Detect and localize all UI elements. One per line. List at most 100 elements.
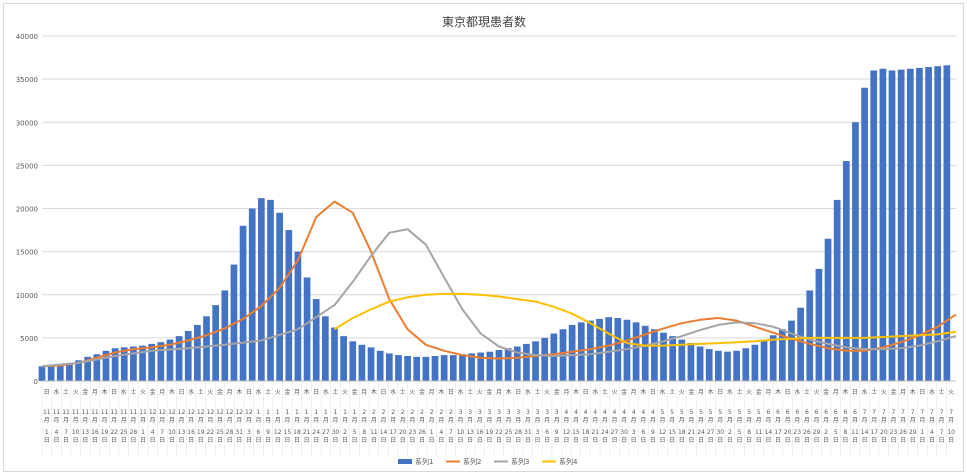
x-tick-label: 30	[716, 429, 724, 436]
x-tick-label: 12	[168, 409, 176, 416]
bar-系列1	[651, 329, 658, 381]
x-tick-label: 月	[765, 389, 771, 396]
x-tick-label: 24	[601, 429, 609, 436]
x-tick-unit: 月	[640, 417, 646, 424]
bar-系列1	[194, 324, 201, 381]
x-tick-label: 8	[362, 429, 366, 436]
x-tick-unit: 日	[323, 437, 329, 444]
x-tick-label: 日	[178, 389, 184, 396]
x-tick-unit: 月	[775, 417, 781, 424]
bar-系列1	[797, 307, 804, 381]
bar-系列1	[449, 355, 457, 381]
bar-系列1	[523, 343, 530, 381]
x-tick-unit: 日	[592, 437, 598, 444]
x-tick-label: 4	[151, 429, 155, 436]
x-tick-unit: 月	[82, 417, 88, 424]
bar-系列1	[587, 320, 594, 381]
x-tick-label: 31	[235, 429, 243, 436]
x-tick-label: 木	[842, 388, 848, 396]
x-tick-unit: 月	[631, 417, 637, 424]
x-tick-label: 6	[776, 409, 780, 416]
x-tick-label: 20	[784, 429, 792, 436]
x-tick-label: 4	[574, 409, 578, 416]
x-tick-unit: 日	[688, 437, 694, 444]
legend-label: 系列2	[463, 457, 481, 466]
bar-系列1	[358, 344, 366, 381]
x-tick-label: 土	[602, 388, 608, 396]
x-tick-unit: 日	[631, 437, 637, 444]
x-tick-unit: 月	[794, 417, 800, 424]
x-tick-unit: 日	[727, 437, 733, 444]
x-tick-unit: 月	[217, 417, 223, 424]
x-tick-unit: 月	[477, 417, 483, 424]
bar-系列1	[870, 70, 878, 381]
x-tick-label: 26	[803, 429, 811, 436]
x-tick-unit: 月	[534, 417, 540, 424]
x-tick-unit: 日	[765, 437, 771, 444]
x-tick-label: 12	[274, 429, 282, 436]
x-tick-label: 7	[901, 409, 905, 416]
x-tick-label: 21	[303, 429, 311, 436]
bar-系列1	[632, 322, 640, 381]
bar-系列1	[75, 360, 82, 381]
x-tick-label: 火	[611, 389, 617, 396]
x-tick-unit: 日	[506, 437, 512, 444]
x-tick-label: 水	[727, 388, 733, 396]
x-tick-label: 1	[353, 409, 357, 416]
x-tick-unit: 日	[804, 437, 810, 444]
x-tick-unit: 月	[688, 417, 694, 424]
x-tick-label: 土	[871, 388, 877, 396]
x-tick-label: 木	[506, 388, 512, 396]
x-tick-label: 19	[101, 429, 109, 436]
x-tick-label: 13	[178, 429, 186, 436]
bar-系列1	[532, 341, 539, 381]
x-tick-label: 25	[120, 429, 128, 436]
x-tick-label: 3	[632, 429, 636, 436]
x-tick-unit: 月	[371, 417, 377, 424]
x-tick-label: 水	[121, 388, 127, 396]
bar-系列1	[468, 353, 475, 381]
x-tick-label: 4	[584, 409, 588, 416]
x-tick-label: 土	[669, 388, 675, 396]
bar-系列1	[139, 345, 146, 381]
legend: 系列1 系列2 系列3 系列4	[398, 457, 578, 466]
x-tick-unit: 日	[833, 437, 839, 444]
x-tick-label: 水	[188, 388, 194, 396]
x-tick-label: 水	[390, 388, 396, 396]
bar-系列1	[385, 353, 393, 381]
x-tick-unit: 日	[900, 437, 906, 444]
x-tick-label: 月	[698, 389, 704, 396]
chart-frame: 東京都現患者数 0 5000 10000 15000 20000 25000 30000 35…	[3, 3, 964, 472]
x-tick-label: 2	[439, 409, 443, 416]
x-tick-label: 3	[478, 409, 482, 416]
x-tick-label: 3	[536, 409, 540, 416]
x-tick-unit: 月	[765, 417, 771, 424]
x-tick-label: 29	[909, 429, 917, 436]
x-tick-label: 水	[53, 388, 59, 396]
bar-系列1	[294, 251, 302, 381]
x-tick-label: 1	[430, 429, 434, 436]
bar-系列1	[221, 290, 229, 381]
x-tick-unit: 日	[207, 437, 213, 444]
x-tick-unit: 日	[92, 437, 98, 444]
x-tick-label: 8	[747, 429, 751, 436]
x-tick-unit: 月	[102, 417, 108, 424]
x-tick-label: 28	[226, 429, 234, 436]
x-tick-label: 10	[168, 429, 176, 436]
x-tick-label: 24	[312, 429, 320, 436]
bar-系列1	[486, 351, 494, 381]
x-tick-unit: 日	[737, 437, 743, 444]
bar-系列1	[203, 316, 210, 381]
x-tick-unit: 月	[890, 417, 896, 424]
bar-系列1	[852, 122, 859, 381]
x-tick-label: 7	[892, 409, 896, 416]
x-tick-unit: 日	[198, 437, 204, 444]
x-tick-unit: 日	[929, 437, 935, 444]
x-tick-unit: 月	[361, 417, 367, 424]
bar-系列1	[788, 320, 795, 381]
bar-系列1	[120, 347, 128, 381]
x-tick-label: 水	[592, 388, 598, 396]
x-tick-label: 11	[101, 409, 109, 416]
legend-swatch	[398, 459, 412, 464]
x-tick-label: 水	[323, 388, 329, 396]
